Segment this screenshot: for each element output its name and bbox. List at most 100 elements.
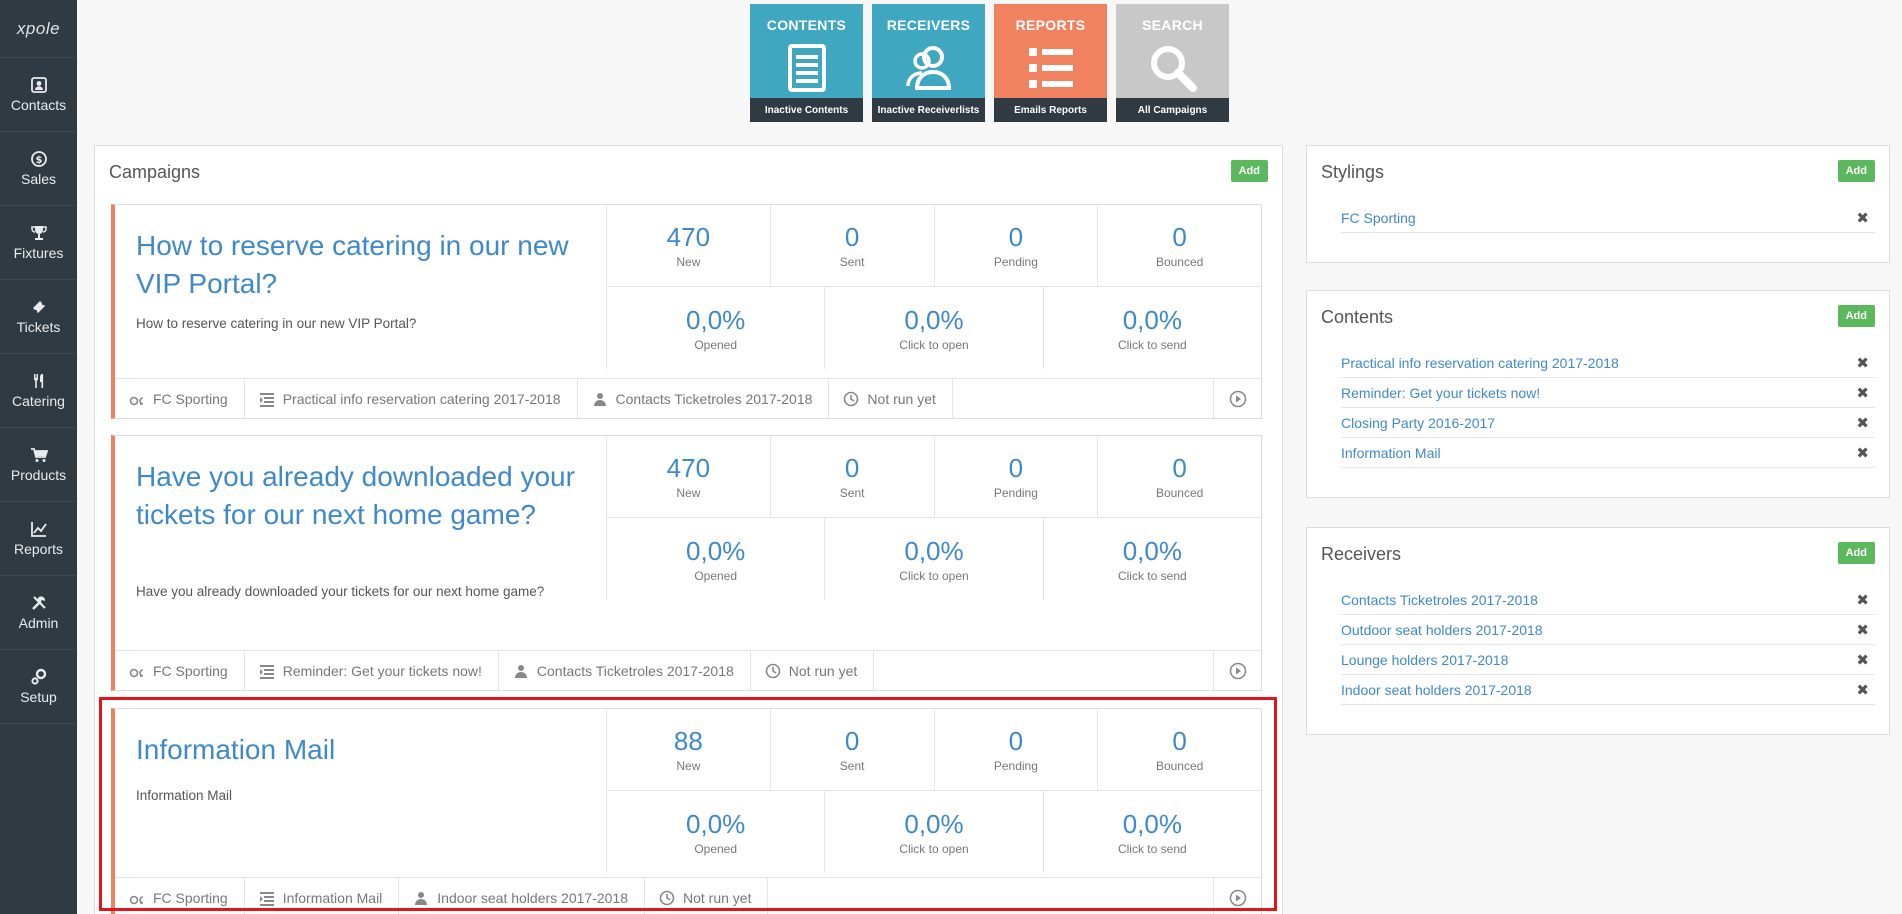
campaign-styling-link[interactable]: FC Sporting xyxy=(115,878,245,914)
campaign-title[interactable]: Have you already downloaded your tickets… xyxy=(136,461,575,530)
campaign-title[interactable]: How to reserve catering in our new VIP P… xyxy=(136,230,569,299)
stat-value: 0,0% xyxy=(1122,304,1182,335)
campaign-status: Not run yet xyxy=(645,878,769,914)
stat-value: 0,0% xyxy=(686,304,746,335)
campaign-title[interactable]: Information Mail xyxy=(136,734,336,765)
content-link[interactable]: Practical info reservation catering 2017… xyxy=(1341,354,1619,371)
add-campaign-button[interactable]: Add xyxy=(1230,160,1268,182)
stat-value: 470 xyxy=(666,222,711,252)
sidebar-item-reports[interactable]: Reports xyxy=(0,502,77,576)
campaign-content: Practical info reservation catering 2017… xyxy=(282,390,561,407)
remove-icon[interactable]: ✖ xyxy=(1856,209,1869,227)
campaign-stats: 470 New 0 Sent 0 Pending 0 Bounced 0,0% Opene… xyxy=(606,436,1261,600)
add-content-button[interactable]: Add xyxy=(1837,305,1875,327)
remove-icon[interactable]: ✖ xyxy=(1856,354,1869,372)
styling-link[interactable]: FC Sporting xyxy=(1341,209,1416,226)
campaign-content-link[interactable]: Information Mail xyxy=(245,878,400,914)
remove-icon[interactable]: ✖ xyxy=(1856,681,1869,699)
styling-icon xyxy=(129,668,144,677)
stat-label: Click to open xyxy=(899,568,969,583)
sidebar-item-label: Sales xyxy=(20,171,57,187)
stat-click-to-open: 0,0% Click to open xyxy=(825,791,1044,873)
tile-reports[interactable]: REPORTS Emails Reports xyxy=(994,4,1107,122)
receiver-link[interactable]: Contacts Ticketroles 2017-2018 xyxy=(1341,591,1538,608)
stat-click-to-open: 0,0% Click to open xyxy=(825,287,1044,369)
campaign-card: Have you already downloaded your tickets… xyxy=(111,435,1262,691)
sidebar-item-catering[interactable]: Catering xyxy=(0,354,77,428)
tile-contents[interactable]: CONTENTS Inactive Contents xyxy=(750,4,863,122)
add-styling-button[interactable]: Add xyxy=(1837,160,1875,182)
campaign-receivers: Indoor seat holders 2017-2018 xyxy=(437,889,628,906)
stat-label: New xyxy=(676,486,701,500)
campaign-styling-link[interactable]: FC Sporting xyxy=(115,651,245,690)
remove-icon[interactable]: ✖ xyxy=(1856,414,1869,432)
stat-sent: 0 Sent xyxy=(771,436,935,517)
stat-opened: 0,0% Opened xyxy=(607,287,826,369)
tile-search[interactable]: SEARCH All Campaigns xyxy=(1116,4,1229,122)
campaign-styling-link[interactable]: FC Sporting xyxy=(115,379,245,418)
stat-label: Click to open xyxy=(899,337,969,352)
tools-icon xyxy=(31,596,46,610)
sidebar-item-label: Catering xyxy=(12,393,65,409)
sidebar-item-fixtures[interactable]: Fixtures xyxy=(0,206,77,280)
tile-receivers[interactable]: RECEIVERS Inactive Receiverlists xyxy=(872,4,985,122)
remove-icon[interactable]: ✖ xyxy=(1856,651,1869,669)
receiver-link[interactable]: Indoor seat holders 2017-2018 xyxy=(1341,681,1532,698)
sidebar-item-sales[interactable]: $ Sales xyxy=(0,132,77,206)
stat-label: Click to open xyxy=(899,841,969,856)
run-campaign-button[interactable] xyxy=(1213,651,1261,690)
remove-icon[interactable]: ✖ xyxy=(1856,384,1869,402)
campaign-status: Not run yet xyxy=(751,651,875,690)
campaign-content-link[interactable]: Practical info reservation catering 2017… xyxy=(245,379,578,418)
content-link[interactable]: Reminder: Get your tickets now! xyxy=(1341,384,1541,401)
receiver-link[interactable]: Outdoor seat holders 2017-2018 xyxy=(1341,621,1543,638)
stat-value: 0 xyxy=(1172,453,1187,483)
campaign-content-link[interactable]: Reminder: Get your tickets now! xyxy=(245,651,499,690)
stat-value: 0,0% xyxy=(904,535,964,566)
stat-new: 88 New xyxy=(607,709,771,790)
sidebar-item-contacts[interactable]: Contacts xyxy=(0,58,77,132)
stat-bounced: 0 Bounced xyxy=(1098,205,1261,286)
campaign-receivers-link[interactable]: Indoor seat holders 2017-2018 xyxy=(399,878,645,914)
sidebar-item-products[interactable]: Products xyxy=(0,428,77,502)
sidebar-item-tickets[interactable]: Tickets xyxy=(0,280,77,354)
sidebar: xpole Contacts $ Sales Fixtures Tickets … xyxy=(0,0,77,914)
campaign-content: Reminder: Get your tickets now! xyxy=(282,662,482,679)
list-icon xyxy=(1028,48,1073,88)
add-receiver-button[interactable]: Add xyxy=(1837,542,1875,564)
receiver-link[interactable]: Lounge holders 2017-2018 xyxy=(1341,651,1509,668)
campaign-receivers-link[interactable]: Contacts Ticketroles 2017-2018 xyxy=(499,651,751,690)
remove-icon[interactable]: ✖ xyxy=(1856,444,1869,462)
run-campaign-button[interactable] xyxy=(1213,878,1261,914)
receivers-icon xyxy=(514,664,527,678)
contents-list: Practical info reservation catering 2017… xyxy=(1341,348,1875,468)
stat-label: Click to send xyxy=(1117,568,1187,583)
stat-value: 0,0% xyxy=(1122,535,1182,566)
campaign-receivers-link[interactable]: Contacts Ticketroles 2017-2018 xyxy=(578,379,830,418)
campaign-styling: FC Sporting xyxy=(153,662,228,679)
stat-label: New xyxy=(676,255,701,269)
remove-icon[interactable]: ✖ xyxy=(1856,591,1869,609)
cutlery-icon xyxy=(33,374,43,388)
chart-icon xyxy=(30,522,47,537)
content-link[interactable]: Closing Party 2016-2017 xyxy=(1341,414,1496,431)
logo-text: xpole xyxy=(16,18,61,38)
contents-title: Contents xyxy=(1321,307,1394,327)
stat-label: Bounced xyxy=(1155,759,1204,773)
stat-label: Opened xyxy=(694,841,738,856)
content-link[interactable]: Information Mail xyxy=(1341,444,1441,461)
stat-value: 0,0% xyxy=(904,304,964,335)
stat-opened: 0,0% Opened xyxy=(607,518,826,600)
campaign-status: Not run yet xyxy=(829,379,953,418)
sidebar-item-label: Admin xyxy=(18,615,59,631)
stat-new: 470 New xyxy=(607,205,771,286)
sidebar-item-setup[interactable]: Setup xyxy=(0,650,77,724)
list-item: Lounge holders 2017-2018 ✖ xyxy=(1341,645,1875,675)
remove-icon[interactable]: ✖ xyxy=(1856,621,1869,639)
tile-footer: Inactive Contents xyxy=(750,98,863,122)
sidebar-item-admin[interactable]: Admin xyxy=(0,576,77,650)
campaign-subtitle: How to reserve catering in our new VIP P… xyxy=(136,316,417,331)
run-campaign-button[interactable] xyxy=(1213,379,1261,418)
logo[interactable]: xpole xyxy=(0,0,77,58)
list-item: Reminder: Get your tickets now! ✖ xyxy=(1341,378,1875,408)
